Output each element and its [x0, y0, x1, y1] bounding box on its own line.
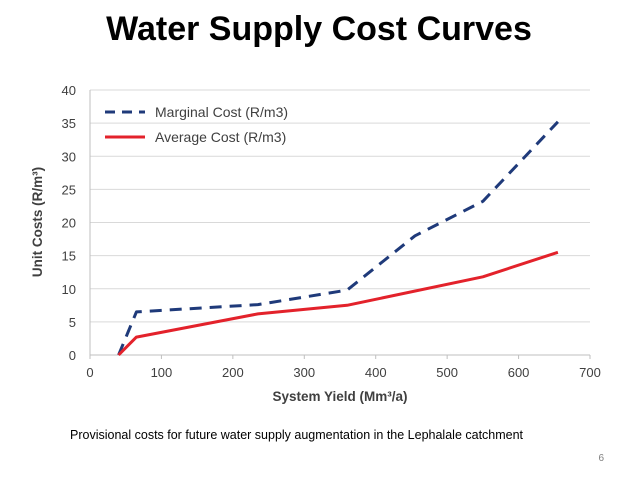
y-tick-label: 25 [62, 182, 76, 197]
y-tick-label: 15 [62, 249, 76, 264]
slide-title: Water Supply Cost Curves [106, 10, 532, 48]
slide-caption: Provisional costs for future water suppl… [70, 428, 524, 442]
axes [89, 90, 591, 359]
y-axis-label: Unit Costs (R/m³) [30, 167, 45, 277]
x-tick-label: 0 [86, 365, 93, 380]
x-tick-label: 100 [151, 365, 173, 380]
x-tick-label: 700 [579, 365, 601, 380]
slide-page-number: 6 [598, 453, 604, 464]
legend: Marginal Cost (R/m3) Average Cost (R/m3) [105, 104, 288, 145]
x-tick-labels: 0 100 200 300 400 500 600 700 [86, 365, 600, 380]
grid-lines [90, 89, 590, 323]
y-tick-label: 30 [62, 149, 76, 164]
y-tick-label: 40 [62, 83, 76, 98]
average-cost-line [117, 250, 559, 357]
y-tick-label: 5 [69, 315, 76, 330]
legend-label: Marginal Cost (R/m3) [155, 104, 288, 120]
marginal-cost-line [117, 120, 559, 356]
series-lines [117, 120, 559, 357]
y-tick-label: 35 [62, 116, 76, 131]
x-tick-label: 200 [222, 365, 244, 380]
x-tick-label: 600 [508, 365, 530, 380]
x-tick-label: 400 [365, 365, 387, 380]
x-tick-label: 300 [293, 365, 315, 380]
x-tick-label: 500 [436, 365, 458, 380]
y-tick-label: 0 [69, 348, 76, 363]
x-axis-label: System Yield (Mm³/a) [272, 389, 407, 404]
legend-label: Average Cost (R/m3) [155, 129, 286, 145]
y-tick-labels: 0 5 10 15 20 25 30 35 40 [62, 83, 76, 363]
y-tick-label: 20 [62, 216, 76, 231]
y-tick-label: 10 [62, 282, 76, 297]
